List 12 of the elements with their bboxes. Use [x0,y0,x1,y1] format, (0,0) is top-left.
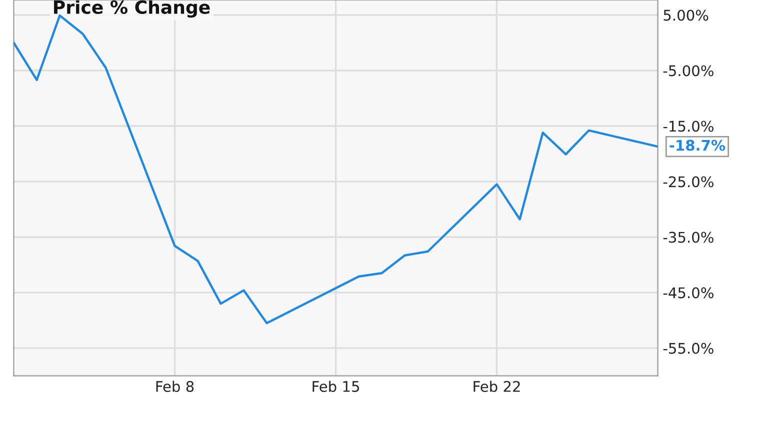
y-tick-label: -25.0% [663,176,714,188]
annotation: -18.7% [670,140,726,151]
y-tick-label: -45.0% [663,287,714,298]
chart-title: Price % Change [54,0,210,18]
y-tick-label: -55.0% [663,342,714,354]
y-tick-label: -5.00% [663,65,714,76]
x-tick-label: Feb 15 [312,380,360,392]
y-tick-label: 5.00% [664,10,708,21]
x-tick-label: Feb 8 [156,380,194,392]
x-tick-label: Feb 22 [474,380,520,392]
y-tick-label: -15.0% [663,120,714,132]
y-tick-label: -35.0% [663,232,714,243]
